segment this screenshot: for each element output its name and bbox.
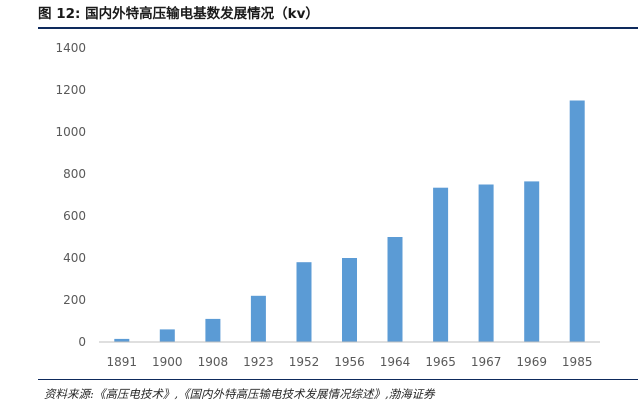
bar-chart: 0 200 400 600 800 1000 1200 1400 1891 1900 1908 19… [55,41,600,369]
x-tick-label: 1965 [425,355,456,369]
y-tick-label: 1200 [55,83,86,97]
x-tick-label: 1923 [243,355,274,369]
bar [478,184,494,342]
bar [250,295,266,342]
x-tick-label: 1985 [562,355,593,369]
y-tick-label: 1400 [55,41,86,55]
y-tick-label: 600 [63,209,86,223]
y-tick-label: 0 [78,335,86,349]
y-tick-label: 1000 [55,125,86,139]
x-tick-label: 1952 [289,355,320,369]
bar-series [114,100,585,342]
bar [205,318,221,342]
figure-title: 图 12: 国内外特高压输电基数发展情况（kv） [38,6,319,22]
x-tick-label: 1969 [516,355,547,369]
bar [296,262,312,342]
bar [524,181,540,342]
bar [159,329,175,342]
title-rule [38,27,638,29]
x-tick-label: 1967 [471,355,502,369]
x-axis: 1891 1900 1908 1923 1952 1956 1964 1965 1967 1969… [99,341,600,369]
x-tick-label: 1900 [152,355,183,369]
y-tick-label: 400 [63,251,86,265]
bar [569,100,585,342]
x-tick-label: 1908 [198,355,229,369]
bar [114,338,130,342]
x-tick-label: 1964 [380,355,411,369]
source-note: 资料来源:《高压电技术》,《国内外特高压输电技术发展情况综述》,渤海证券 [44,387,435,401]
bar [433,187,449,342]
source-rule [38,379,638,380]
x-tick-label: 1891 [107,355,138,369]
x-tick-label: 1956 [334,355,365,369]
y-axis: 0 200 400 600 800 1000 1200 1400 [55,41,86,349]
bar [342,258,357,342]
y-tick-label: 800 [63,167,86,181]
y-tick-label: 200 [63,293,86,307]
bar [387,237,403,342]
